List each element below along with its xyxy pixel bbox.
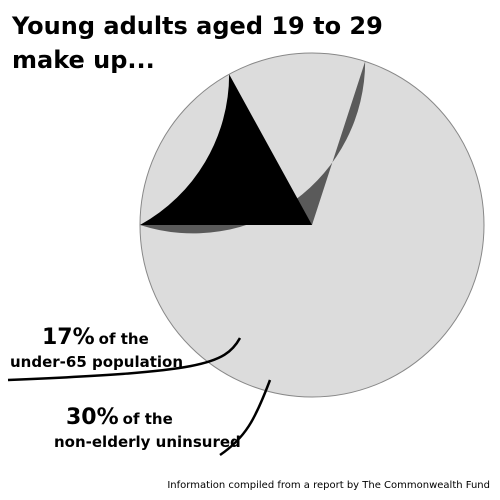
annotation-text: non-elderly uninsured bbox=[54, 433, 241, 451]
chart-title: make up... bbox=[12, 46, 155, 74]
source: Information compiled from a report by Th… bbox=[167, 480, 490, 491]
pie-slice bbox=[140, 61, 366, 234]
pie bbox=[139, 52, 485, 398]
annotation-text: of the bbox=[123, 410, 173, 428]
chart-title: Young adults aged 19 to 29 bbox=[11, 12, 383, 40]
annotation-text: of the bbox=[99, 330, 149, 348]
annotation: 17% of the bbox=[42, 325, 149, 350]
pie-slice bbox=[140, 74, 312, 225]
value-label: 17% bbox=[42, 325, 95, 350]
leader-line bbox=[7, 337, 242, 382]
leader-line bbox=[219, 379, 272, 457]
annotation-text: under-65 population bbox=[10, 353, 183, 371]
value-label: 30% bbox=[66, 405, 119, 430]
annotation: 30% of the bbox=[66, 405, 173, 430]
